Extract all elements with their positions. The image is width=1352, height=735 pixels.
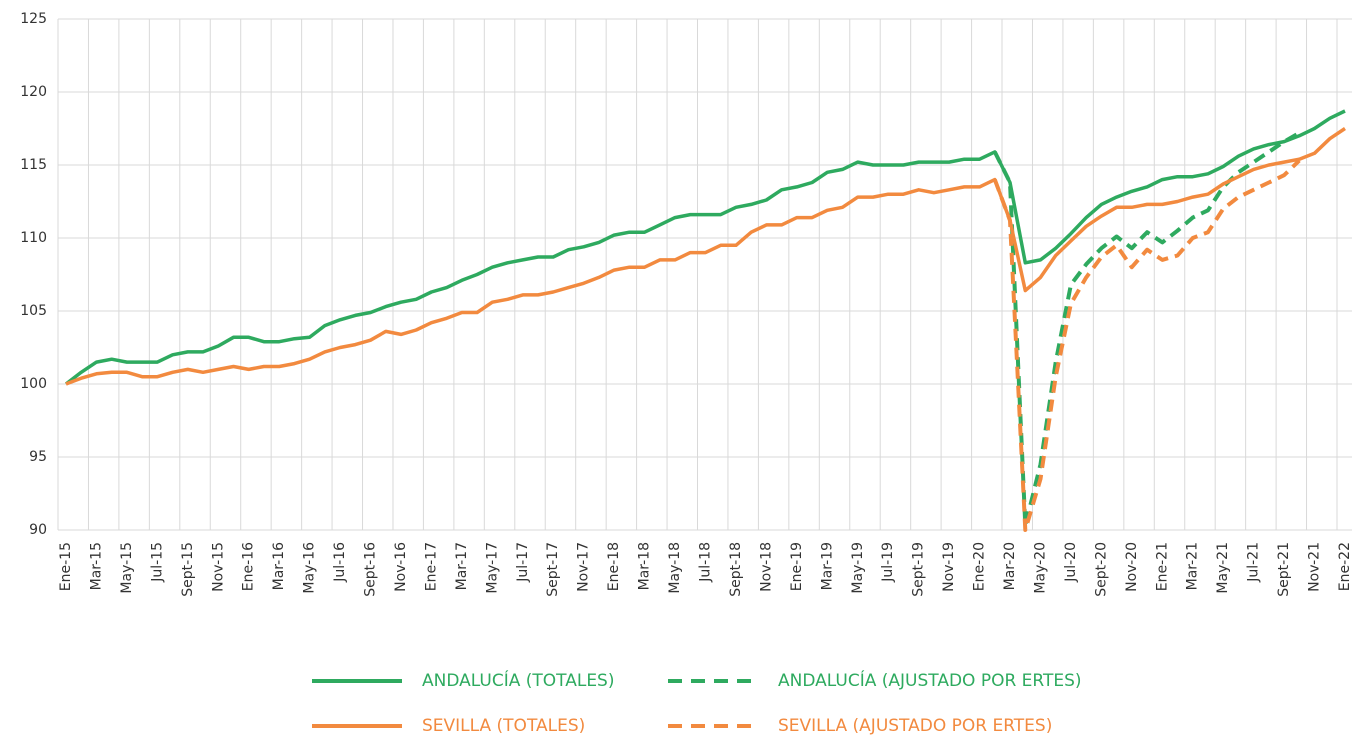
x-tick-label: Ene-20	[972, 542, 988, 591]
x-tick-label: Nov-16	[393, 542, 409, 592]
x-tick-label: Ene-22	[1337, 542, 1352, 591]
x-tick-label: Mar-20	[1002, 542, 1018, 590]
y-tick-label: 120	[20, 84, 47, 100]
x-tick-label: Sept-21	[1276, 542, 1292, 597]
series-line	[64, 109, 1346, 386]
x-tick-label: May-17	[484, 542, 500, 594]
legend-label: ANDALUCÍA (AJUSTADO POR ERTES)	[778, 669, 1082, 691]
x-tick-label: Nov-21	[1307, 542, 1323, 592]
y-tick-label: 95	[29, 449, 47, 465]
x-tick-label: Jul-16	[332, 542, 348, 583]
x-tick-label: Sept-19	[911, 542, 927, 597]
x-tick-label: Nov-19	[941, 542, 957, 592]
x-tick-label: Nov-18	[758, 542, 774, 592]
x-tick-label: Mar-18	[637, 542, 653, 590]
x-tick-label: Ene-21	[1154, 542, 1170, 591]
x-tick-label: Mar-17	[454, 542, 470, 590]
x-tick-label: Nov-20	[1124, 542, 1140, 592]
x-tick-label: Sept-17	[545, 542, 561, 597]
x-tick-label: Jul-21	[1246, 542, 1262, 583]
x-tick-label: May-21	[1215, 542, 1231, 594]
x-tick-label: May-20	[1032, 542, 1048, 594]
series-line	[65, 127, 1346, 386]
x-tick-label: Nov-17	[576, 542, 592, 592]
x-tick-label: May-16	[302, 542, 318, 594]
x-tick-label: Ene-18	[606, 542, 622, 591]
x-tick-label: Ene-17	[423, 542, 439, 591]
series-line	[992, 159, 1301, 532]
y-tick-label: 115	[20, 157, 47, 173]
x-tick-label: Mar-16	[271, 542, 287, 590]
series-line	[993, 131, 1301, 528]
legend-label: SEVILLA (TOTALES)	[422, 716, 585, 735]
x-tick-label: Sept-15	[180, 542, 196, 597]
x-tick-label: Sept-20	[1093, 542, 1109, 597]
x-tick-label: Jul-19	[880, 542, 896, 583]
legend-label: SEVILLA (AJUSTADO POR ERTES)	[778, 716, 1052, 735]
x-tick-label: Jul-18	[698, 542, 714, 583]
x-tick-label: May-15	[119, 542, 135, 594]
x-tick-label: Sept-16	[363, 542, 379, 597]
y-tick-label: 110	[20, 230, 47, 246]
x-tick-label: Jul-20	[1063, 542, 1079, 583]
x-tick-label: Nov-15	[210, 542, 226, 592]
x-tick-label: May-18	[667, 542, 683, 594]
x-tick-label: Jul-15	[149, 542, 165, 583]
x-tick-label: Mar-21	[1185, 542, 1201, 590]
y-tick-label: 125	[20, 11, 47, 27]
x-tick-label: Ene-16	[241, 542, 257, 591]
y-tick-label: 105	[20, 303, 47, 319]
x-tick-label: Mar-15	[88, 542, 104, 590]
legend-label: ANDALUCÍA (TOTALES)	[422, 669, 614, 691]
x-tick-label: Ene-15	[58, 542, 74, 591]
x-tick-label: May-19	[850, 542, 866, 594]
x-tick-label: Sept-18	[728, 542, 744, 597]
x-tick-label: Jul-17	[515, 542, 531, 583]
y-tick-label: 100	[20, 376, 47, 392]
x-tick-label: Ene-19	[789, 542, 805, 591]
y-tick-label: 90	[29, 522, 47, 538]
x-tick-label: Mar-19	[819, 542, 835, 590]
